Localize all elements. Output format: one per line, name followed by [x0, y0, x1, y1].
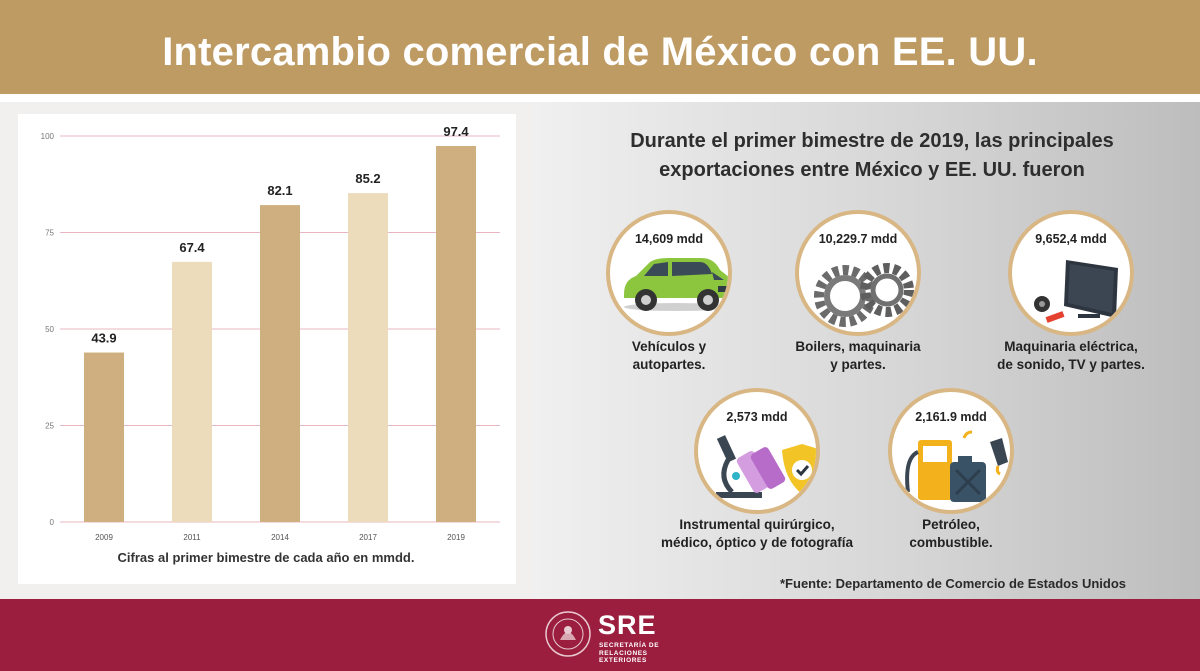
- electrical-circle: 9,652,4 mdd: [1008, 210, 1134, 336]
- footer-banner: [0, 599, 1200, 671]
- exports-heading: Durante el primer bimestre de 2019, las …: [538, 127, 1200, 185]
- vehicles-circle: 14,609 mdd: [606, 210, 732, 336]
- instruments-circle: 2,573 mdd: [694, 388, 820, 514]
- bar: [172, 261, 212, 522]
- gears-icon: [814, 263, 914, 327]
- bar: [436, 146, 476, 522]
- fuel-label-line1: Petróleo,: [922, 517, 980, 532]
- chart-caption: Cifras al primer bimestre de cada año en…: [117, 550, 415, 565]
- machinery-circle: 10,229.7 mdd: [795, 210, 921, 336]
- vehicles-label: Vehículos y autopartes.: [606, 338, 732, 374]
- page-title: Intercambio comercial de México con EE. …: [162, 30, 1038, 74]
- bar-value-label: 85.2: [355, 171, 380, 186]
- vehicles-label-line1: Vehículos y: [631, 339, 707, 354]
- x-tick-label: 2017: [359, 533, 377, 542]
- header-banner: [0, 0, 1200, 94]
- x-tick-label: 2019: [447, 533, 465, 542]
- exports-heading-line1: Durante el primer bimestre de 2019, las …: [630, 130, 1114, 152]
- source-note: *Fuente: Departamento de Comercio de Est…: [780, 576, 1127, 591]
- exports-panel: [532, 102, 1200, 599]
- instruments-value: 2,573 mdd: [726, 410, 788, 424]
- y-tick-label: 0: [50, 518, 55, 527]
- machinery-label-line1: Boilers, maquinaria: [795, 339, 921, 354]
- bar-chart: 0 25 50 75 100 43.9 2009 67.4 2011 82.1 2014 85.2 20…: [41, 124, 500, 542]
- fuel-label: Petróleo, combustible.: [888, 516, 1014, 552]
- fuel-label-line2: combustible.: [909, 535, 993, 550]
- seal-logo: [545, 611, 591, 657]
- sre-logo-subtitle: SECRETARÍA DE RELACIONES EXTERIORES: [599, 642, 659, 665]
- tv-icon: [1034, 260, 1118, 323]
- instruments-label: Instrumental quirúrgico, médico, óptico …: [652, 516, 862, 552]
- x-tick-label: 2011: [183, 533, 201, 542]
- machinery-label-line2: y partes.: [830, 357, 886, 372]
- header-divider: [0, 94, 1200, 102]
- vehicles-value: 14,609 mdd: [634, 232, 704, 246]
- electrical-label: Maquinaria eléctrica, de sonido, TV y pa…: [981, 338, 1161, 374]
- instruments-label-line2: médico, óptico y de fotografía: [660, 535, 854, 550]
- x-tick-label: 2009: [95, 533, 113, 542]
- bar-value-label: 43.9: [91, 331, 116, 346]
- fuel-value: 2,161.9 mdd: [915, 410, 987, 424]
- car-icon: [624, 258, 728, 311]
- chart-card: 0 25 50 75 100 43.9 2009 67.4 2011 82.1 2014 85.2 20…: [18, 114, 516, 584]
- vehicles-label-line2: autopartes.: [632, 357, 706, 372]
- exports-heading-line2: exportaciones entre México y EE. UU. fue…: [659, 159, 1085, 181]
- y-tick-label: 50: [45, 325, 54, 334]
- electrical-label-line2: de sonido, TV y partes.: [997, 357, 1145, 372]
- electrical-value: 9,652,4 mdd: [1035, 232, 1107, 246]
- sre-sub-line1: SECRETARÍA DE: [599, 642, 660, 649]
- fuel-circle: 2,161.9 mdd: [888, 388, 1014, 514]
- sre-sub-line3: EXTERIORES: [599, 657, 647, 664]
- microscope-icon: [716, 435, 816, 498]
- machinery-label: Boilers, maquinaria y partes.: [768, 338, 948, 374]
- y-tick-label: 25: [45, 422, 54, 431]
- bar-value-label: 97.4: [443, 124, 469, 139]
- sre-logo-title: SRE: [598, 610, 657, 640]
- bar: [84, 352, 124, 522]
- bar: [260, 205, 300, 522]
- bar-value-label: 82.1: [267, 183, 292, 198]
- bar: [348, 193, 388, 522]
- instruments-label-line1: Instrumental quirúrgico,: [679, 517, 835, 532]
- x-tick-label: 2014: [271, 533, 289, 542]
- fuel-pump-icon: [905, 430, 1008, 502]
- y-tick-label: 100: [41, 132, 55, 141]
- electrical-label-line1: Maquinaria eléctrica,: [1004, 339, 1138, 354]
- bar-value-label: 67.4: [179, 240, 205, 255]
- sre-sub-line2: RELACIONES: [599, 649, 648, 657]
- y-tick-label: 75: [45, 229, 54, 238]
- machinery-value: 10,229.7 mdd: [818, 232, 898, 246]
